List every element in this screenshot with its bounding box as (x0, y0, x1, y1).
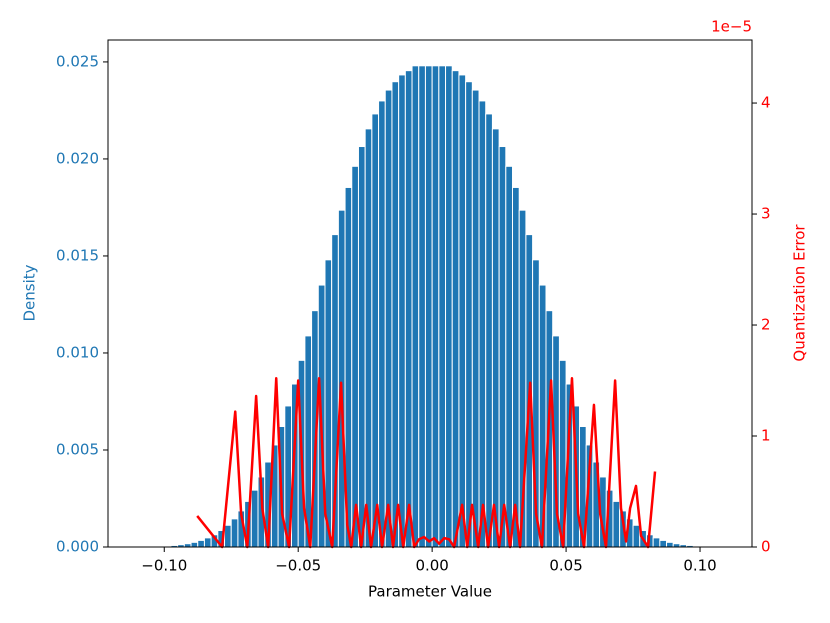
bar (230, 518, 239, 548)
y2-tick-label: 4 (761, 94, 771, 112)
y-axis-label: Density (21, 264, 39, 321)
bar (632, 524, 641, 548)
bar (371, 113, 380, 548)
bar (465, 81, 473, 548)
bar (190, 541, 199, 548)
bar (378, 100, 386, 548)
bar (659, 539, 668, 548)
bar (411, 65, 420, 548)
bar (485, 113, 493, 548)
bar (351, 165, 359, 548)
bar (337, 209, 346, 548)
bar (197, 539, 205, 548)
bar (431, 65, 440, 548)
bar (666, 541, 674, 548)
bar (364, 128, 373, 548)
bar (357, 146, 366, 548)
bar (498, 146, 507, 548)
bar (391, 81, 400, 548)
bar (612, 500, 621, 548)
y2-tick-label: 2 (761, 316, 771, 334)
x-tick-label: 0.10 (683, 557, 716, 575)
y-tick-label: 0.005 (56, 440, 99, 458)
bar (404, 70, 413, 548)
bar (451, 70, 460, 548)
x-axis-label: Parameter Value (368, 583, 492, 601)
y-tick-label: 0.010 (56, 343, 99, 361)
y-tick-label: 0.015 (56, 246, 99, 264)
bar (438, 65, 447, 548)
bar (424, 65, 433, 548)
x-tick-label: 0.05 (549, 557, 582, 575)
y2-tick-label: 3 (761, 205, 771, 223)
x-tick-label: −0.05 (275, 557, 321, 575)
x-tick-label: 0.00 (415, 557, 448, 575)
plot-frame (107, 39, 753, 548)
y2-axis-label: Quantization Error (791, 224, 809, 362)
y2-tick-label: 1 (761, 427, 771, 445)
bar (203, 537, 212, 548)
bar (652, 537, 661, 548)
bar (491, 128, 500, 548)
bar (458, 74, 467, 548)
x-tick-label: −0.10 (141, 557, 187, 575)
y-tick-label: 0.000 (56, 538, 99, 556)
bar (478, 100, 487, 548)
y-tick-label: 0.020 (56, 149, 99, 167)
bar (224, 524, 232, 548)
y2-offset-text: 1e−5 (711, 18, 752, 36)
bar (384, 89, 393, 548)
bar (471, 89, 480, 548)
bar (250, 489, 259, 548)
y-tick-label: 0.025 (56, 52, 99, 70)
bar (398, 74, 406, 548)
error-line (196, 377, 657, 549)
bar (445, 65, 453, 548)
bar (418, 65, 426, 548)
y2-tick-label: 0 (761, 538, 771, 556)
bar (505, 165, 514, 548)
bar (512, 186, 520, 548)
